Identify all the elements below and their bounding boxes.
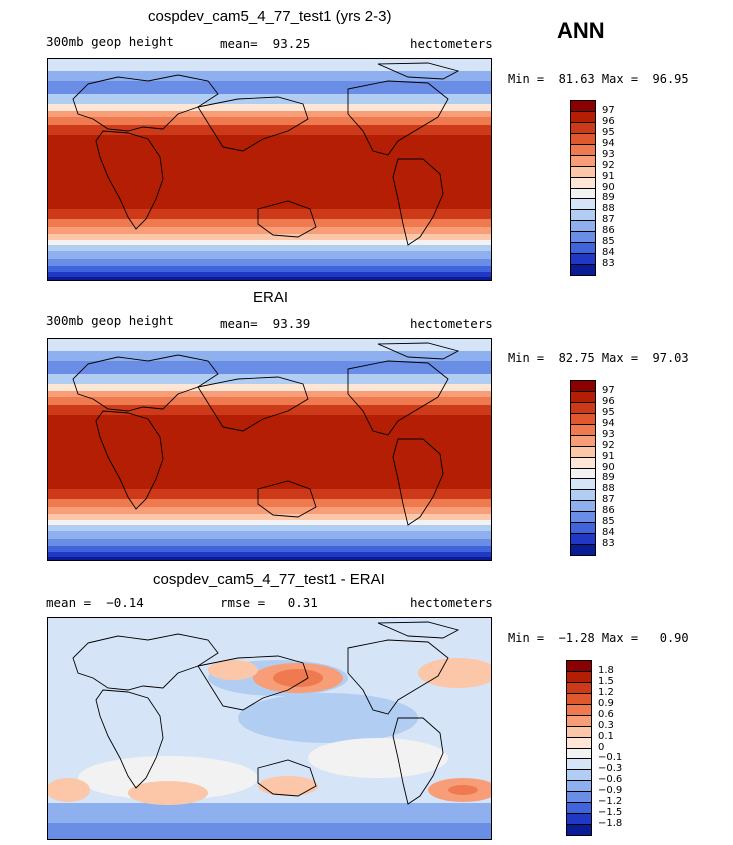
colorbar-label: 0.1 — [598, 730, 614, 742]
colorbar-label: −0.3 — [598, 763, 623, 775]
colorbar-label: 86 — [602, 505, 615, 517]
colorbar-label: 91 — [602, 450, 615, 462]
season-label: ANN — [557, 18, 605, 43]
colorbar-label: 84 — [602, 247, 615, 259]
colorbar-label: 0 — [598, 741, 605, 753]
colorbar-label: 95 — [602, 126, 615, 138]
colorbar-label: 84 — [602, 527, 615, 539]
panel-2-map — [47, 338, 492, 561]
colorbar-label: 90 — [602, 181, 615, 193]
panel-2-units: hectometers — [410, 316, 493, 331]
colorbar-label: 87 — [602, 214, 615, 226]
panel-2-mean: mean= 93.39 — [220, 316, 311, 331]
colorbar-label: 89 — [602, 192, 615, 204]
colorbar-label: −1.5 — [598, 807, 623, 819]
colorbar-label: 1.5 — [598, 675, 614, 687]
colorbar-label: 88 — [602, 483, 615, 495]
colorbar-label: 0.6 — [598, 708, 614, 720]
colorbar-label: 85 — [602, 516, 615, 528]
panel-2-field-label: 300mb geop height — [46, 313, 174, 328]
colorbar-label: 85 — [602, 236, 615, 248]
colorbar-label: 88 — [602, 203, 615, 215]
colorbar-label: 96 — [602, 115, 615, 127]
colorbar-swatch — [570, 264, 596, 276]
colorbar-swatch — [566, 824, 592, 836]
panel-3-colorbar: 1.8 1.5 1.2 0.9 0.6 0.3 0.1 0 −0.1 −0.3 −0.6 −0.9 −1… — [566, 660, 656, 836]
panel-2-title: ERAI — [253, 289, 289, 306]
colorbar-label: 97 — [602, 104, 615, 116]
colorbar-label: 83 — [602, 258, 615, 270]
colorbar-label: 89 — [602, 472, 615, 484]
colorbar-label: 93 — [602, 428, 615, 440]
panel-3-minmax: Min = −1.28 Max = 0.90 — [508, 631, 689, 645]
colorbar-label: 1.2 — [598, 686, 614, 698]
panel-3-rmse: rmse = 0.31 — [220, 595, 318, 610]
colorbar-label: −0.6 — [598, 774, 623, 786]
panel-1-units: hectometers — [410, 36, 493, 51]
panel-1-title: cospdev_cam5_4_77_test1 (yrs 2-3) — [148, 8, 392, 25]
colorbar-label: 96 — [602, 395, 615, 407]
panel-2-minmax: Min = 82.75 Max = 97.03 — [508, 351, 689, 365]
panel-1-map-svg — [48, 59, 491, 280]
colorbar-label: −1.2 — [598, 796, 623, 808]
panel-3-map — [47, 617, 492, 840]
panel-1-map — [47, 58, 492, 281]
colorbar-label: −1.8 — [598, 818, 623, 830]
colorbar-label: 86 — [602, 225, 615, 237]
panel-2-colorbar: 97 96 95 94 93 92 91 90 89 88 87 86 85 84 83 — [570, 380, 660, 556]
panel-3-units: hectometers — [410, 595, 493, 610]
colorbar-label: 90 — [602, 461, 615, 473]
colorbar-label: 92 — [602, 439, 615, 451]
panel-1-minmax: Min = 81.63 Max = 96.95 — [508, 72, 689, 86]
panel-1-mean: mean= 93.25 — [220, 36, 311, 51]
panel-1-field-label: 300mb geop height — [46, 34, 174, 49]
panel-1-colorbar: 97 96 95 94 93 92 91 90 89 88 87 86 85 84 83 — [570, 100, 660, 276]
colorbar-label: 91 — [602, 170, 615, 182]
panel-2-map-svg — [48, 339, 491, 560]
colorbar-label: 0.9 — [598, 697, 614, 709]
colorbar-label: 92 — [602, 159, 615, 171]
colorbar-label: 94 — [602, 417, 615, 429]
colorbar-label: 1.8 — [598, 664, 614, 676]
panel-3-title: cospdev_cam5_4_77_test1 - ERAI — [153, 571, 385, 588]
panel-3-map-svg — [48, 618, 491, 839]
colorbar-label: 87 — [602, 494, 615, 506]
colorbar-label: 83 — [602, 538, 615, 550]
colorbar-swatch — [570, 544, 596, 556]
colorbar-label: 97 — [602, 384, 615, 396]
colorbar-label: 93 — [602, 148, 615, 160]
colorbar-label: 94 — [602, 137, 615, 149]
colorbar-label: 0.3 — [598, 719, 614, 731]
colorbar-label: −0.1 — [598, 752, 623, 764]
panel-3-mean: mean = −0.14 — [46, 595, 144, 610]
colorbar-label: 95 — [602, 406, 615, 418]
colorbar-label: −0.9 — [598, 785, 623, 797]
